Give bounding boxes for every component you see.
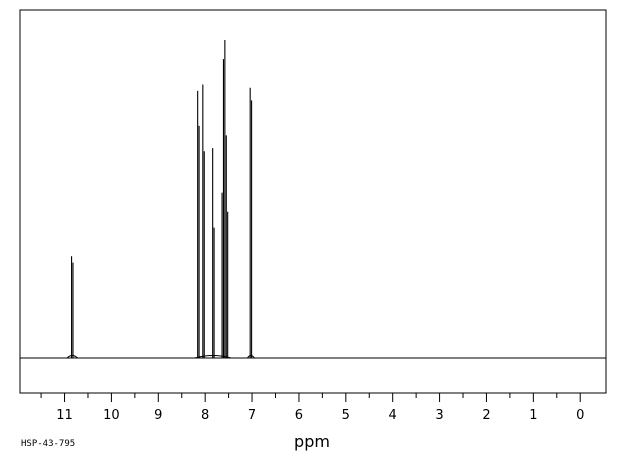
x-axis-tick-labels: 11 10 9 8 7 6 5 4 3 2 1 0 [56, 408, 584, 423]
tick-label: 9 [154, 408, 162, 423]
x-axis-label: ppm [294, 432, 330, 451]
tick-label: 4 [389, 408, 397, 423]
tick-label: 11 [56, 408, 73, 423]
tick-label: 2 [482, 408, 490, 423]
tick-label: 8 [201, 408, 209, 423]
spectrum-id-code: HSP-43-795 [21, 439, 75, 449]
spectrum-peaks [71, 40, 253, 358]
tick-label: 6 [295, 408, 303, 423]
tick-label: 3 [435, 408, 443, 423]
tick-label: 0 [576, 408, 584, 423]
tick-label: 5 [342, 408, 350, 423]
x-axis-ticks [40, 393, 581, 402]
tick-label: 10 [103, 408, 120, 423]
tick-label: 7 [248, 408, 256, 423]
tick-label: 1 [529, 408, 537, 423]
plot-frame [19, 9, 607, 394]
